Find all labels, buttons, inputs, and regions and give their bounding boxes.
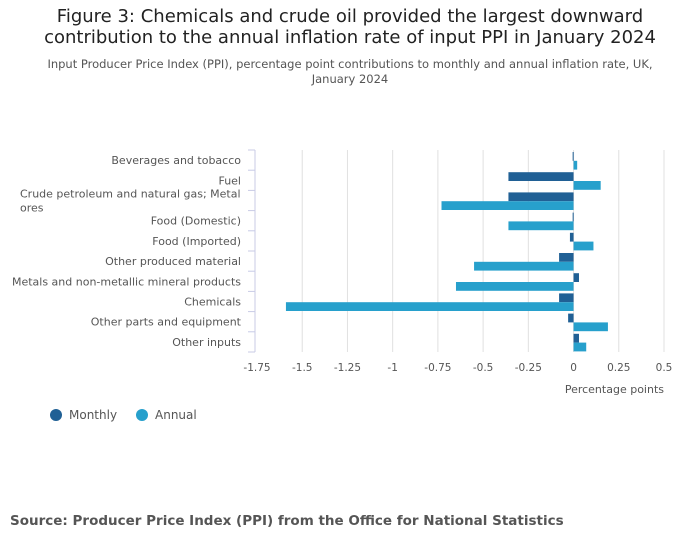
x-tick-label: 0 — [570, 362, 577, 374]
x-axis-label: Percentage points — [565, 383, 664, 396]
category-label: Other produced material — [105, 255, 241, 268]
bar-annual — [474, 261, 574, 271]
bar-annual — [508, 221, 574, 231]
x-tick-label: -0.25 — [515, 362, 542, 374]
bar-annual — [455, 282, 574, 291]
category-label: Metals and non-metallic mineral products — [12, 275, 241, 288]
bar-annual — [285, 302, 574, 311]
x-tick-label: 0.25 — [607, 362, 630, 374]
category-label: Beverages and tobacco — [111, 154, 241, 167]
bar-monthly — [508, 172, 574, 181]
bar-annual — [441, 201, 574, 210]
bar-annual — [573, 322, 608, 332]
category-label: Chemicals — [184, 296, 241, 309]
bar-monthly — [508, 192, 574, 202]
bar-annual — [573, 181, 601, 190]
x-tick-label: 0.5 — [656, 362, 673, 374]
category-label: Food (Imported) — [152, 235, 241, 248]
category-label: Crude petroleum and natural gas; Metal or… — [20, 188, 241, 215]
legend-annual: Annual — [136, 408, 197, 422]
bar-annual — [573, 241, 594, 251]
bar-monthly — [573, 333, 579, 343]
bar-annual — [573, 342, 587, 352]
x-tick-label: -1.25 — [334, 362, 361, 374]
x-tick-label: -1.75 — [243, 362, 270, 374]
legend-swatch-annual — [136, 409, 148, 421]
category-label: Food (Domestic) — [151, 215, 241, 228]
legend-label: Annual — [155, 408, 197, 422]
bar-monthly — [572, 212, 574, 222]
bar-monthly — [572, 152, 574, 161]
x-tick-label: -1 — [387, 362, 397, 374]
category-label: Other parts and equipment — [91, 316, 242, 329]
legend-swatch-monthly — [50, 409, 62, 421]
bar-annual — [573, 160, 578, 170]
bar-monthly — [569, 232, 574, 242]
x-tick-label: -0.75 — [424, 362, 451, 374]
bar-monthly — [573, 273, 579, 282]
chart-subtitle: Input Producer Price Index (PPI), percen… — [47, 57, 653, 86]
x-tick-label: -1.5 — [292, 362, 313, 374]
category-label: Fuel — [218, 174, 241, 187]
x-tick-label: -0.5 — [473, 362, 494, 374]
bar-monthly — [559, 293, 574, 303]
legend-label: Monthly — [69, 408, 118, 422]
bar-monthly — [568, 313, 574, 323]
legend-monthly: Monthly — [50, 408, 117, 422]
source-note: Source: Producer Price Index (PPI) from … — [10, 513, 564, 529]
category-label: Other inputs — [172, 336, 241, 349]
bar-monthly — [559, 253, 574, 262]
chart-title: Figure 3: Chemicals and crude oil provid… — [44, 6, 656, 48]
